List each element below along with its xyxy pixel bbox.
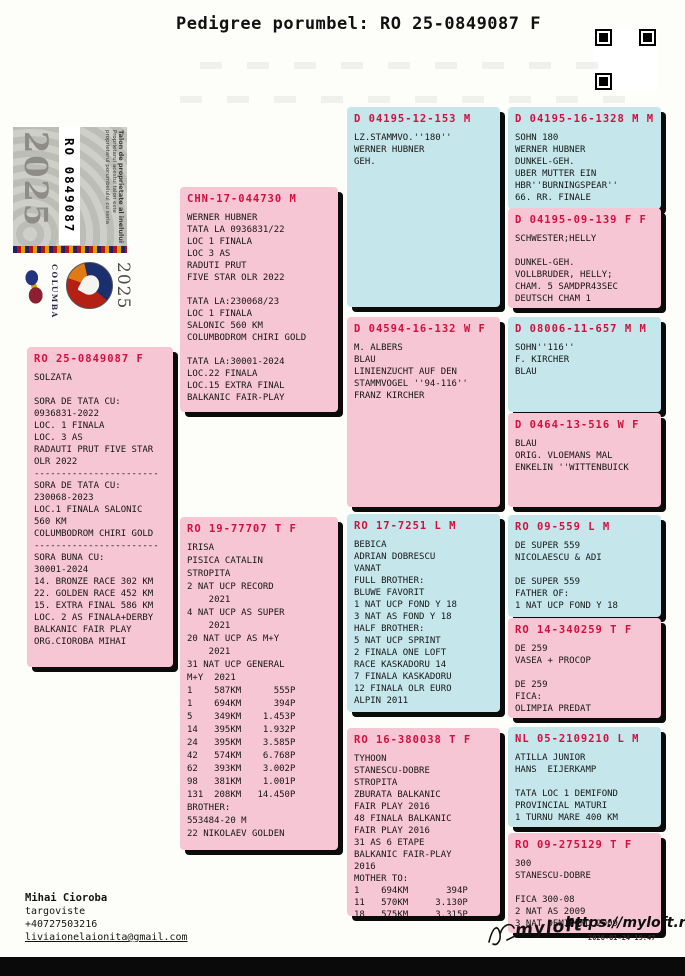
pedigree-box-sire: CHN-17-044730 M WERNER HUBNER TATA LA 09… (180, 187, 338, 412)
stamp-line: Proprietarul acestui talon este (111, 130, 117, 213)
box-ring-id: D 04195-16-1328 M M (515, 113, 655, 125)
pedigree-box-ggparent-7: NL 05-2109210 L M ATILLA JUNIOR HANS EIJ… (508, 727, 661, 827)
box-text: DE SUPER 559 NICOLAESCU & ADI DE SUPER 5… (515, 541, 618, 611)
pedigree-box-subject: RO 25-0849087 F SOLZATA SORA DE TATA CU:… (27, 347, 173, 667)
ownership-stamp: 2025 RO 0849087 Talon de proprietate al … (13, 127, 127, 253)
ring-number: RO 0849087 (62, 138, 77, 234)
pedigree-box-granddam-1: D 04594-16-132 W F M. ALBERS BLAU LINIEN… (347, 317, 500, 507)
owner-email-link[interactable]: liviaionelaionita@gmail.com (25, 932, 188, 943)
box-ring-id: RO 14-340259 T F (515, 624, 633, 636)
bottom-black-bar (0, 957, 685, 976)
pedigree-box-ggparent-8: RO 09-275129 T F 300 STANESCU-DOBRE FICA… (508, 833, 661, 933)
box-ring-id: D 04195-09-139 F F (515, 214, 647, 226)
pedigree-box-ggparent-2: D 04195-09-139 F F SCHWESTER;HELLY DUNKE… (508, 208, 661, 308)
stamp-year: 2025 (17, 131, 55, 229)
box-ring-id: CHN-17-044730 M (187, 193, 297, 205)
box-ring-id: D 08006-11-657 M M (515, 323, 647, 335)
box-text: IRISA PISICA CATALIN STROPITA 2 NAT UCP … (187, 543, 296, 839)
columba-label: COLUMBA (50, 264, 59, 319)
tricolor-border (13, 246, 127, 253)
owner-city: targoviste (25, 906, 86, 917)
bird-doodle-icon (488, 923, 516, 946)
pedigree-box-ggparent-4: D 0464-13-516 W F BLAU ORIG. VLOEMANS MA… (508, 413, 661, 507)
box-ring-id: D 0464-13-516 W F (515, 419, 640, 431)
box-ring-id: RO 09-559 L M (515, 521, 611, 533)
stamp-line: Talon de proprietate al inelului (117, 130, 125, 244)
owner-phone: +40727503216 (25, 919, 98, 930)
pedigree-box-grandsire-2: RO 17-7251 L M BEBICA ADRIAN DOBRESCU VA… (347, 514, 500, 712)
box-text: SOHN 180 WERNER HUBNER DUNKEL-GEH. UBER … (515, 133, 618, 203)
box-ring-id: RO 17-7251 L M (354, 520, 457, 532)
qr-finder-icon (639, 29, 656, 46)
qr-finder-icon (595, 29, 612, 46)
myloft-url-link[interactable]: https://myloft.ro (565, 915, 685, 931)
owner-block: Mihai Cioroba targoviste +40727503216 li… (25, 892, 188, 944)
box-ring-id: NL 05-2109210 L M (515, 733, 640, 745)
stamp-line: proprietarul porumbelului cu seria (104, 130, 110, 225)
box-text: DE 259 VASEA + PROCOP DE 259 FICA: OLIMP… (515, 644, 591, 714)
box-ring-id: RO 16-380038 T F (354, 734, 472, 746)
qr-finder-icon (595, 73, 612, 90)
box-text: SOHN''116'' F. KIRCHER BLAU (515, 343, 575, 377)
pedigree-box-ggparent-5: RO 09-559 L M DE SUPER 559 NICOLAESCU & … (508, 515, 661, 617)
pedigree-box-granddam-2: RO 16-380038 T F TYHOON STANESCU-DOBRE S… (347, 728, 500, 916)
stamp-year-2: 2025 (113, 262, 133, 310)
box-ring-id: D 04195-12-153 M (354, 113, 472, 125)
box-text: SCHWESTER;HELLY DUNKEL-GEH. VOLLBRUDER, … (515, 234, 618, 304)
box-text: 300 STANESCU-DOBRE FICA 300-08 2 NAT AS … (515, 859, 618, 929)
qr-code-icon (594, 28, 657, 91)
box-ring-id: RO 09-275129 T F (515, 839, 633, 851)
federation-emblem-icon (20, 266, 48, 308)
owner-name: Mihai Cioroba (25, 892, 108, 904)
pedigree-box-ggparent-6: RO 14-340259 T F DE 259 VASEA + PROCOP D… (508, 618, 661, 718)
box-text: SOLZATA SORA DE TATA CU: 0936831-2022 LO… (34, 373, 159, 647)
generated-timestamp: 2026-01-24 19:47 (588, 934, 656, 942)
box-text: WERNER HUBNER TATA LA 0936831/22 LOC 1 F… (187, 213, 307, 403)
stamp-legal-text: Talon de proprietate al inelului Proprie… (103, 130, 125, 246)
box-ring-id: RO 19-77707 T F (187, 523, 297, 535)
box-ring-id: RO 25-0849087 F (34, 353, 144, 365)
box-text: LZ.STAMMVO.''180'' WERNER HUBNER GEH. (354, 133, 452, 167)
pedigree-box-grandsire-1: D 04195-12-153 M LZ.STAMMVO.''180'' WERN… (347, 107, 500, 307)
columba-logo-icon (66, 262, 113, 309)
ring-number-strip: RO 0849087 (59, 127, 80, 245)
page-title: Pedigree porumbel: RO 25-0849087 F (176, 14, 541, 34)
box-text: TYHOON STANESCU-DOBRE STROPITA ZBURATA B… (354, 754, 468, 916)
scan-artifact (200, 62, 620, 69)
box-text: BEBICA ADRIAN DOBRESCU VANAT FULL BROTHE… (354, 540, 457, 706)
box-text: ATILLA JUNIOR HANS EIJERKAMP TATA LOC 1 … (515, 753, 618, 823)
pedigree-box-ggparent-3: D 08006-11-657 M M SOHN''116'' F. KIRCHE… (508, 317, 661, 412)
box-text: BLAU ORIG. VLOEMANS MAL ENKELIN ''WITTEN… (515, 439, 629, 473)
pedigree-box-dam: RO 19-77707 T F IRISA PISICA CATALIN STR… (180, 517, 338, 850)
pedigree-box-ggparent-1: D 04195-16-1328 M M SOHN 180 WERNER HUBN… (508, 107, 661, 209)
box-ring-id: D 04594-16-132 W F (354, 323, 486, 335)
scan-artifact (180, 96, 640, 103)
box-text: M. ALBERS BLAU LINIENZUCHT AUF DEN STAMM… (354, 343, 468, 401)
